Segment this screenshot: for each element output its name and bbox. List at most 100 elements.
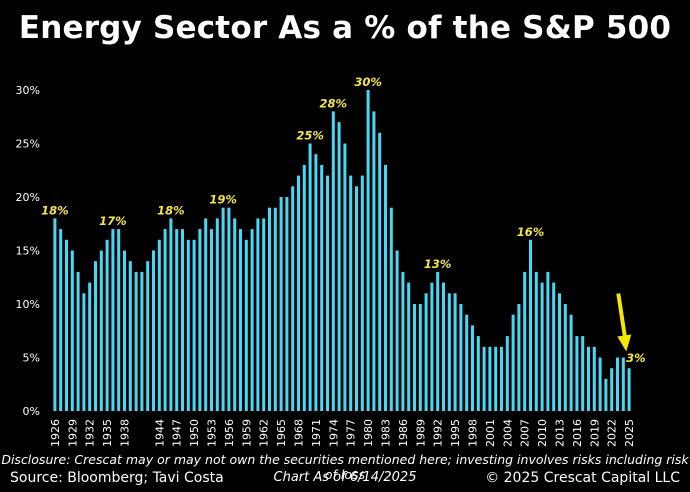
x-tick-label: 1956 [223, 419, 236, 447]
x-tick-label: 1992 [432, 419, 445, 447]
bar [163, 229, 167, 411]
bar [383, 164, 388, 411]
x-tick-label: 2010 [536, 419, 549, 447]
bar [459, 304, 463, 411]
x-tick-label: 1938 [119, 419, 132, 447]
x-tick-label: 1962 [258, 419, 271, 447]
bar [111, 229, 115, 411]
disclosure-text: Disclosure: Crescat may or may not own t… [1, 452, 689, 482]
x-tick-label: 1983 [380, 419, 393, 447]
y-tick-label: 30% [16, 84, 40, 97]
data-label: 28% [320, 96, 348, 110]
bar [157, 239, 161, 411]
bar [378, 132, 382, 412]
x-tick-label: 1935 [101, 419, 114, 447]
bar [581, 336, 585, 411]
x-tick-label: 1995 [449, 419, 462, 447]
data-label: 30% [354, 75, 382, 89]
x-tick-label: 2007 [519, 419, 532, 447]
bar [418, 304, 422, 411]
bar [546, 271, 550, 411]
bar [372, 111, 376, 412]
bar [99, 250, 103, 411]
bar [627, 368, 631, 411]
bar [325, 175, 330, 411]
bar [122, 250, 127, 411]
x-tick-label: 1932 [84, 419, 97, 447]
y-tick-label: 15% [16, 245, 40, 258]
bar [267, 207, 272, 411]
bar [569, 314, 573, 411]
bar [488, 346, 492, 411]
bar [511, 314, 515, 411]
bar [128, 261, 132, 411]
bar [592, 346, 596, 411]
bar [343, 143, 347, 411]
bar [482, 346, 486, 411]
x-tick-label: 2016 [571, 419, 584, 447]
bar [105, 239, 109, 411]
bar [53, 218, 57, 411]
x-tick-label: 2013 [554, 419, 567, 447]
bar [117, 229, 121, 411]
bar [349, 175, 353, 411]
bar [517, 304, 521, 411]
bar [204, 218, 208, 411]
bar [169, 218, 173, 411]
bar [401, 271, 405, 411]
bar [610, 368, 614, 411]
x-tick-label: 1944 [153, 419, 166, 447]
x-tick-label: 1980 [362, 419, 375, 447]
bar [528, 239, 533, 411]
bar [59, 229, 63, 411]
data-label: 13% [424, 257, 452, 271]
bar [447, 293, 451, 411]
bar [273, 207, 277, 411]
bar [505, 336, 509, 411]
y-tick-label: 0% [23, 405, 40, 418]
bar [82, 293, 86, 411]
x-tick-label: 1971 [310, 419, 323, 447]
bar [476, 336, 480, 411]
bar [552, 282, 556, 411]
bar [360, 175, 364, 411]
bar [615, 357, 620, 411]
x-tick-label: 1953 [206, 419, 219, 447]
x-tick-label: 2001 [484, 419, 497, 447]
bar [186, 239, 190, 411]
x-tick-label: 1929 [66, 419, 79, 447]
bar [523, 271, 527, 411]
bar [436, 271, 440, 411]
bar [424, 293, 428, 411]
bar-chart: 0% 5% 10% 15% 20% 25% 30% 1926 1929 1932 1935 1938 1… [16, 75, 646, 447]
data-label: 18% [41, 203, 69, 217]
data-label: 16% [517, 225, 545, 239]
data-label: 3% [626, 351, 646, 365]
bar [465, 314, 469, 411]
bar [296, 175, 301, 411]
bar [192, 239, 196, 411]
bar [70, 250, 74, 411]
x-tick-label: 1959 [240, 419, 253, 447]
bar [134, 271, 138, 411]
bar [337, 122, 341, 411]
bar [76, 271, 80, 411]
bar [175, 229, 179, 411]
bar [291, 186, 295, 411]
x-tick-label: 1974 [327, 419, 340, 447]
bar [215, 218, 219, 411]
bar [441, 282, 446, 411]
bar [407, 282, 411, 411]
bar [331, 111, 335, 412]
x-tick-label: 1977 [345, 419, 358, 447]
y-tick-label: 20% [16, 191, 40, 204]
x-tick-label: 1989 [414, 419, 427, 447]
x-tick-label: 1947 [171, 419, 184, 447]
bar [412, 304, 417, 411]
bar [256, 218, 260, 411]
x-tick-label: 1968 [293, 419, 306, 447]
x-tick-label: 1998 [467, 419, 480, 447]
bar [233, 218, 237, 411]
bar [146, 261, 150, 411]
y-tick-label: 5% [23, 352, 40, 365]
